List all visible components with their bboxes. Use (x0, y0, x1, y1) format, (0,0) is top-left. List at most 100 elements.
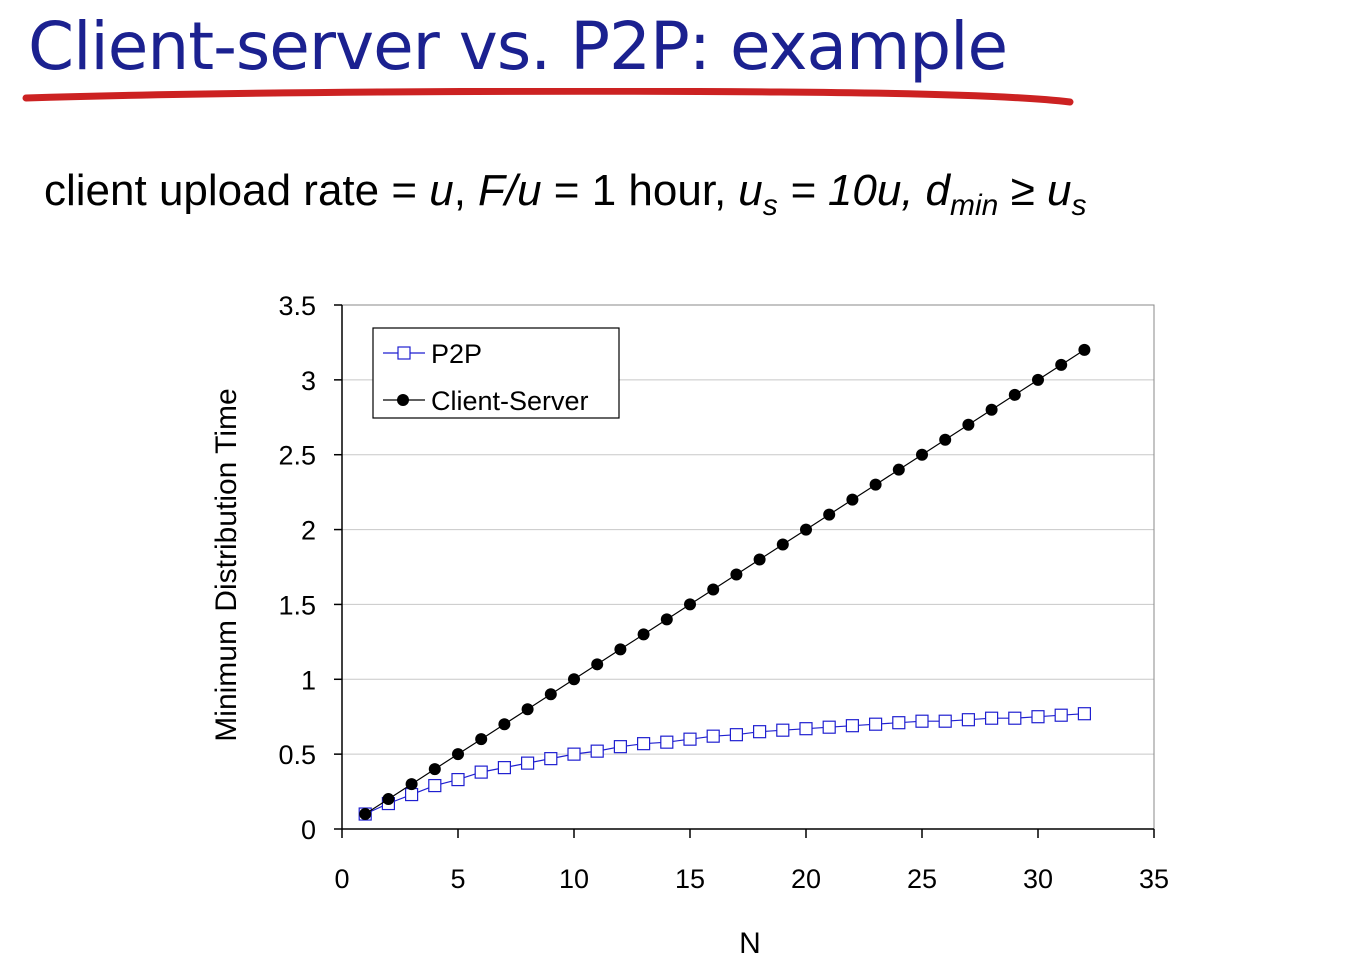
data-point (382, 793, 395, 806)
data-point (776, 723, 790, 737)
data-point (985, 403, 998, 416)
series-p2p (358, 707, 1092, 821)
data-point (730, 568, 743, 581)
data-point (845, 719, 860, 733)
legend-box (372, 327, 620, 419)
x-tick-label: 25 (907, 864, 937, 894)
data-point (729, 728, 744, 742)
data-point (962, 418, 975, 431)
data-point (544, 752, 558, 766)
data-point (1077, 707, 1092, 721)
series-line (364, 349, 1085, 815)
data-point (1078, 343, 1091, 356)
subtitle-us2-u: u (1046, 166, 1072, 215)
data-point (452, 748, 464, 761)
data-point (591, 658, 604, 671)
subtitle-hour: = 1 hour, (541, 166, 727, 215)
data-point (498, 718, 511, 731)
data-point (1008, 388, 1021, 401)
data-point (428, 778, 442, 793)
series-client-server (359, 343, 1091, 821)
subtitle-us2-sub: s (1071, 189, 1087, 222)
subtitle-formula: client upload rate = u, F/u = 1 hour, us =… (44, 166, 1086, 221)
data-point (915, 714, 929, 728)
data-point (567, 747, 581, 761)
data-point (614, 643, 627, 656)
data-point (800, 523, 812, 536)
data-point (590, 744, 604, 758)
data-point (636, 737, 651, 751)
y-tick-label: 1 (301, 665, 316, 695)
x-tick-label: 10 (559, 864, 589, 894)
data-point (497, 761, 511, 775)
data-point (474, 765, 488, 779)
data-point (776, 538, 789, 551)
y-axis-label: Minimum Distribution Time (210, 388, 243, 741)
x-tick-label: 15 (675, 864, 705, 894)
subtitle-us-sub: s (762, 189, 778, 222)
title-underline (22, 88, 1074, 106)
data-point (822, 720, 836, 734)
axes: 0 0.5 1 1.5 2 2.5 3 3.5 0 5 10 15 20 25 30 35 (278, 291, 1169, 894)
data-point (544, 688, 557, 701)
x-tick-label: 20 (791, 864, 821, 894)
data-point (1031, 710, 1045, 724)
x-tick-label: 30 (1023, 864, 1053, 894)
data-point (939, 433, 952, 446)
data-point (475, 733, 488, 746)
data-point (568, 673, 580, 686)
data-point (1055, 358, 1068, 371)
data-point (916, 448, 928, 461)
legend-cs-marker (397, 394, 409, 406)
data-point (961, 713, 976, 727)
data-point (521, 703, 534, 716)
subtitle-lead: client upload rate = (44, 166, 430, 215)
x-tick-label: 0 (334, 864, 349, 894)
y-tick-label: 1.5 (278, 590, 316, 620)
subtitle-us-u: u (738, 166, 763, 215)
data-point (892, 463, 905, 476)
data-point (892, 716, 906, 730)
data-point (683, 732, 697, 746)
x-axis-label: N (739, 927, 761, 960)
x-tick-label: 35 (1139, 864, 1169, 894)
subtitle-us-eq: = 10u, (777, 166, 914, 215)
data-point (613, 740, 628, 754)
data-point (637, 628, 650, 641)
data-point (684, 598, 696, 611)
data-point (938, 714, 952, 728)
data-point (1032, 373, 1044, 386)
data-point (359, 808, 372, 821)
y-tick-label: 3.5 (278, 291, 316, 321)
data-point (660, 735, 674, 749)
legend-p2p-label: P2P (431, 339, 482, 369)
data-point (405, 778, 418, 791)
data-point (753, 553, 766, 566)
data-point (706, 729, 720, 743)
y-tick-label: 0 (301, 815, 316, 845)
y-tick-label: 3 (301, 366, 316, 396)
subtitle-geq: ≥ (998, 166, 1047, 215)
data-point (405, 787, 419, 802)
data-point (869, 478, 882, 491)
data-point (520, 756, 535, 770)
data-point (707, 583, 720, 596)
legend: P2P Client-Server (372, 327, 620, 419)
data-point (428, 763, 441, 776)
data-point (984, 711, 999, 725)
subtitle-u: u (429, 166, 454, 215)
y-tick-label: 2 (301, 516, 316, 546)
subtitle-dmin-d: d (925, 166, 951, 215)
series-line (364, 713, 1085, 815)
data-point (799, 722, 813, 736)
y-tick-label: 2.5 (278, 441, 316, 471)
slide-title: Client-server vs. P2P: example (28, 8, 1008, 85)
data-point (752, 725, 767, 739)
subtitle-dmin-sub: min (950, 189, 999, 222)
data-point (823, 508, 836, 521)
subtitle-f-over-u: F/u (477, 166, 542, 215)
legend-cs-label: Client-Server (431, 386, 589, 416)
data-point (660, 613, 673, 626)
x-tick-label: 5 (450, 864, 465, 894)
data-point (868, 717, 883, 731)
